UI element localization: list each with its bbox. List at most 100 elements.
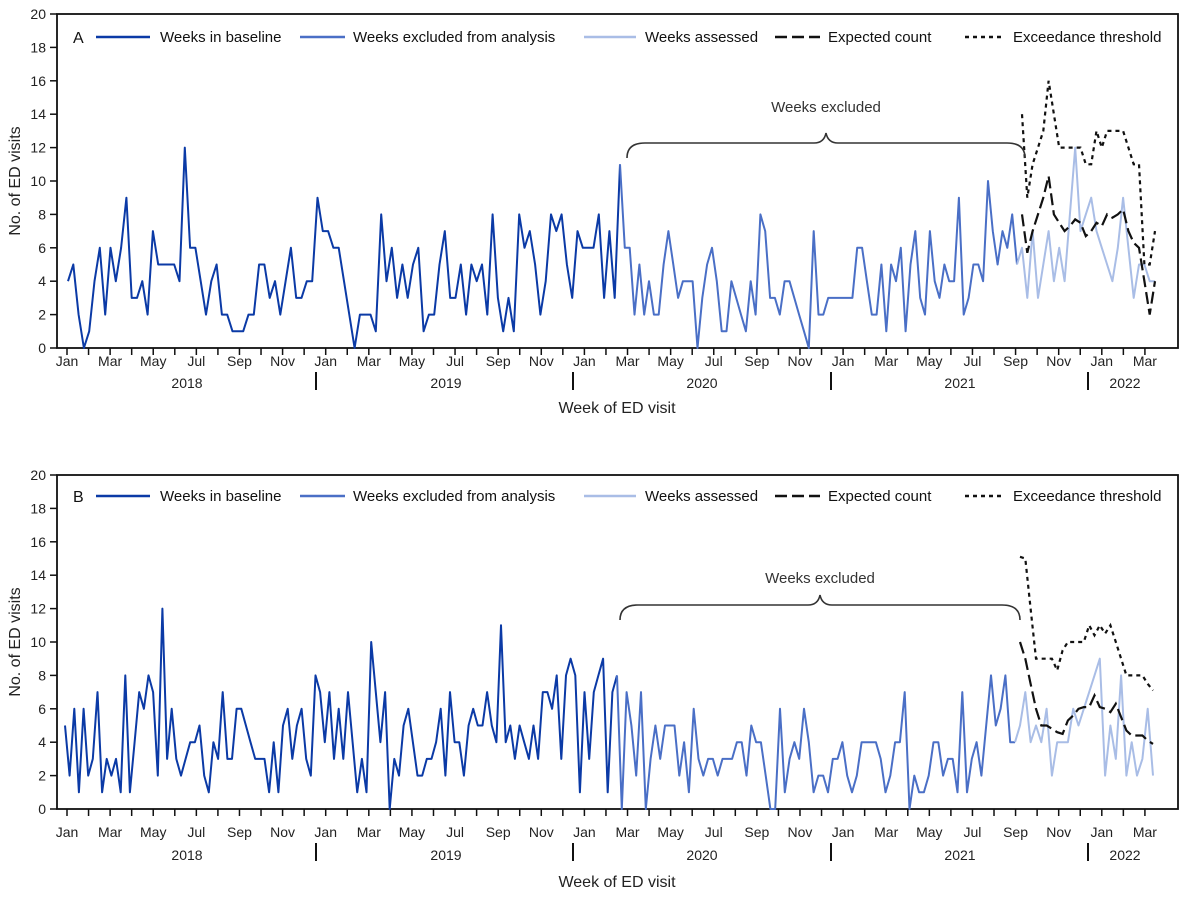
x-month-label: Sep [744,824,769,840]
x-month-label: Jan [314,353,337,369]
x-month-label: Nov [529,353,554,369]
x-year-label: 2021 [944,847,975,863]
x-month-label: Sep [1003,353,1028,369]
x-month-label: Jan [314,824,337,840]
series-weeks-in-baseline [64,607,618,810]
x-year-label: 2022 [1109,375,1140,391]
x-month-label: Mar [615,824,639,840]
x-month-label: Nov [529,824,554,840]
x-month-label: Jan [1091,353,1114,369]
x-month-label: May [140,353,166,369]
y-tick-label: 4 [38,273,46,289]
series-expected-count [1018,641,1154,745]
x-month-label: May [399,824,425,840]
x-month-label: May [399,353,425,369]
x-month-label: Jan [1091,824,1114,840]
series-weeks-excluded [616,674,1015,810]
x-month-label: Mar [615,353,639,369]
x-month-label: May [140,824,166,840]
x-month-label: May [916,824,942,840]
x-month-label: Nov [1046,353,1071,369]
x-month-label: Sep [227,824,252,840]
x-month-label: May [916,353,942,369]
x-month-label: Jan [56,353,79,369]
y-tick-label: 2 [38,768,46,784]
weeks-excluded-brace [626,132,1026,159]
y-tick-label: 12 [30,601,46,617]
legend-label: Exceedance threshold [1013,488,1161,505]
x-year-label: 2019 [430,375,461,391]
x-month-label: Jan [832,353,855,369]
x-month-label: Jul [446,353,464,369]
weeks-excluded-annotation: Weeks excluded [771,99,881,116]
x-year-label: 2021 [944,375,975,391]
y-tick-label: 20 [30,6,46,22]
x-month-label: Jul [446,824,464,840]
x-month-label: Jan [832,824,855,840]
series-weeks-excluded [619,164,1018,349]
legend-label: Expected count [828,29,932,46]
y-tick-label: 18 [30,500,46,516]
y-tick-label: 10 [30,173,46,189]
x-year-label: 2018 [171,847,202,863]
x-month-label: Sep [1003,824,1028,840]
x-month-label: Sep [486,353,511,369]
legend-label: Weeks excluded from analysis [353,29,555,46]
x-month-label: Jul [963,353,981,369]
x-year-label: 2019 [430,847,461,863]
legend-label: Weeks assessed [645,29,758,46]
y-tick-label: 0 [38,340,46,356]
legend-label: Exceedance threshold [1013,29,1161,46]
weeks-excluded-brace [619,594,1021,621]
panel-a: 0 2 4 6 8 10 12 14 16 18 20 No. of ED visits Jan Mar M… [7,6,1179,417]
y-tick-label: 8 [38,667,46,683]
y-tick-label: 16 [30,534,46,550]
series-weeks-in-baseline [67,146,621,349]
x-month-label: Mar [874,824,898,840]
x-year-label: 2018 [171,375,202,391]
y-tick-label: 2 [38,307,46,323]
x-month-label: Mar [874,353,898,369]
x-axis-title: Week of ED visit [558,874,676,891]
y-tick-label: 14 [30,106,46,122]
legend-label: Weeks in baseline [160,488,281,505]
x-month-label: Nov [788,353,813,369]
x-month-label: Jan [56,824,79,840]
x-month-label: Jul [705,824,723,840]
series-exceedance-threshold [1019,555,1154,692]
y-tick-label: 6 [38,240,46,256]
x-month-label: Mar [1133,824,1157,840]
y-axis-title: No. of ED visits [7,587,24,696]
x-month-label: Jan [573,353,596,369]
y-tick-label: 6 [38,701,46,717]
x-year-label: 2022 [1109,847,1140,863]
x-month-label: Sep [486,824,511,840]
y-tick-label: 16 [30,73,46,89]
x-month-label: Mar [1133,353,1157,369]
x-year-label: 2020 [686,847,717,863]
plot-frame [56,474,1179,810]
x-month-label: Jul [187,353,205,369]
y-tick-label: 4 [38,734,46,750]
x-month-label: Nov [788,824,813,840]
x-month-label: Mar [98,824,122,840]
x-month-label: Nov [270,353,295,369]
y-tick-label: 12 [30,140,46,156]
x-month-label: Mar [357,353,381,369]
x-axis-title: Week of ED visit [558,400,676,417]
series-exceedance-threshold [1020,80,1157,266]
x-month-label: May [657,824,683,840]
panel-label: B [73,489,84,506]
panel-label: A [73,30,84,47]
series-weeks-assessed [1016,146,1155,299]
x-month-label: Jul [705,353,723,369]
x-month-label: Jul [963,824,981,840]
x-month-label: Nov [1046,824,1071,840]
panel-b: 0 2 4 6 8 10 12 14 16 18 20 No. of ED visits Jan Mar M… [7,467,1179,891]
series-weeks-assessed [1014,657,1154,777]
x-year-label: 2020 [686,375,717,391]
legend-label: Expected count [828,488,932,505]
y-tick-label: 8 [38,206,46,222]
x-month-label: Sep [227,353,252,369]
